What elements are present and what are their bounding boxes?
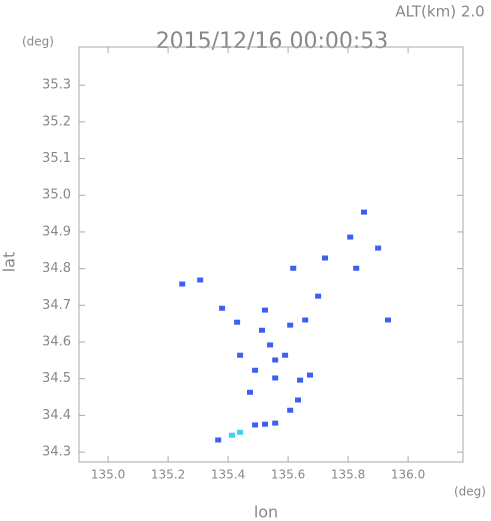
echo-point (272, 420, 279, 426)
y-tick-label: 34.6 (42, 335, 71, 350)
echo-point (297, 377, 304, 383)
echo-point (295, 397, 301, 403)
chart-title: 2015/12/16 00:00:53 (156, 29, 389, 54)
echo-point (229, 432, 235, 438)
echo-point (179, 281, 186, 287)
echo-point (347, 234, 354, 240)
echo-point (197, 277, 204, 283)
x-tick-label: 135.8 (331, 468, 365, 482)
y-tick-label: 35.0 (42, 188, 71, 203)
y-tick-label: 34.5 (42, 371, 71, 386)
echo-point (290, 265, 297, 271)
echo-point (307, 372, 313, 378)
echo-point (385, 317, 391, 323)
echo-point (247, 389, 253, 395)
echo-point (215, 437, 222, 443)
echo-point (262, 421, 268, 427)
echo-point (234, 319, 241, 325)
x-tick-label: 135.0 (91, 468, 125, 482)
echo-point (272, 357, 279, 363)
x-tick-label: 135.6 (271, 468, 305, 482)
y-tick-label: 34.7 (42, 298, 71, 313)
echo-point (267, 342, 274, 348)
y-tick-label: 34.9 (42, 224, 71, 239)
y-tick-label: 35.3 (42, 78, 71, 93)
x-tick-label: 135.2 (151, 468, 185, 482)
echo-point (262, 307, 268, 313)
echo-point (219, 305, 226, 311)
echo-point (259, 327, 265, 333)
y-tick-label: 35.1 (42, 151, 71, 166)
echo-point (322, 255, 328, 261)
y-axis-label: lat (0, 252, 19, 273)
x-tick-label: 136.0 (391, 468, 425, 482)
y-tick-label: 35.2 (42, 114, 71, 129)
x-unit: (deg) (454, 485, 486, 499)
y-unit: (deg) (22, 35, 54, 49)
y-tick-label: 34.4 (42, 408, 71, 423)
x-axis-label: lon (254, 503, 278, 521)
plot-frame (78, 46, 464, 463)
y-tick-label: 34.8 (42, 261, 71, 276)
y-tick-label: 34.3 (42, 445, 71, 460)
echo-point (252, 367, 259, 373)
echo-point (315, 293, 322, 299)
echo-point (252, 422, 259, 428)
echo-point (353, 265, 360, 271)
echo-point (287, 407, 294, 413)
echo-point (237, 352, 244, 358)
x-tick-label: 135.4 (211, 468, 245, 482)
echo-point (302, 317, 309, 323)
echo-point (361, 209, 367, 215)
echo-point (375, 245, 382, 251)
subtitle: ALT(km) 2.0 (395, 3, 484, 21)
echo-point (287, 322, 294, 328)
echo-point (282, 352, 289, 358)
echo-point (272, 375, 279, 381)
echo-point (237, 429, 244, 435)
